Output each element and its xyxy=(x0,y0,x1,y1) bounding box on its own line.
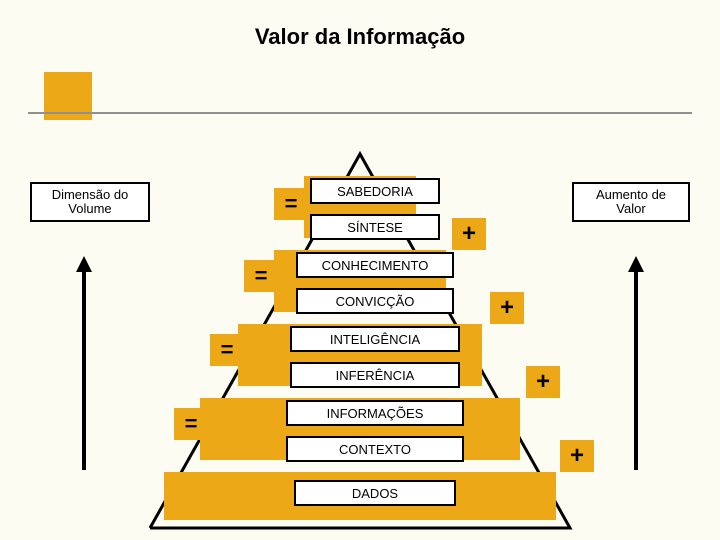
tier-1-secondary: SÍNTESE xyxy=(310,214,440,240)
left-axis-label: Dimensão do Volume xyxy=(30,182,150,222)
equals-3: = xyxy=(210,334,244,366)
page-title: Valor da Informação xyxy=(0,24,720,50)
tier-2-secondary: CONVICÇÃO xyxy=(296,288,454,314)
tier-4-primary: INFORMAÇÕES xyxy=(286,400,464,426)
equals-1: = xyxy=(274,188,308,220)
right-axis-label-line1: Aumento de xyxy=(596,187,666,202)
tier-3-secondary: INFERÊNCIA xyxy=(290,362,460,388)
diagram-root: { "title": { "text": "Valor da Informaçã… xyxy=(0,0,720,540)
equals-4: = xyxy=(174,408,208,440)
header-rule xyxy=(28,112,692,114)
tier-5-primary: DADOS xyxy=(294,480,456,506)
left-axis-label-line2: Volume xyxy=(68,201,111,216)
right-axis-label: Aumento de Valor xyxy=(572,182,690,222)
right-axis-label-line2: Valor xyxy=(616,201,645,216)
tier-2-primary: CONHECIMENTO xyxy=(296,252,454,278)
equals-2: = xyxy=(244,260,278,292)
tier-3-primary: INTELIGÊNCIA xyxy=(290,326,460,352)
left-axis-label-line1: Dimensão do xyxy=(52,187,129,202)
plus-1: + xyxy=(452,218,486,250)
tier-1-primary: SABEDORIA xyxy=(310,178,440,204)
plus-4: + xyxy=(560,440,594,472)
tier-4-secondary: CONTEXTO xyxy=(286,436,464,462)
plus-3: + xyxy=(526,366,560,398)
plus-2: + xyxy=(490,292,524,324)
